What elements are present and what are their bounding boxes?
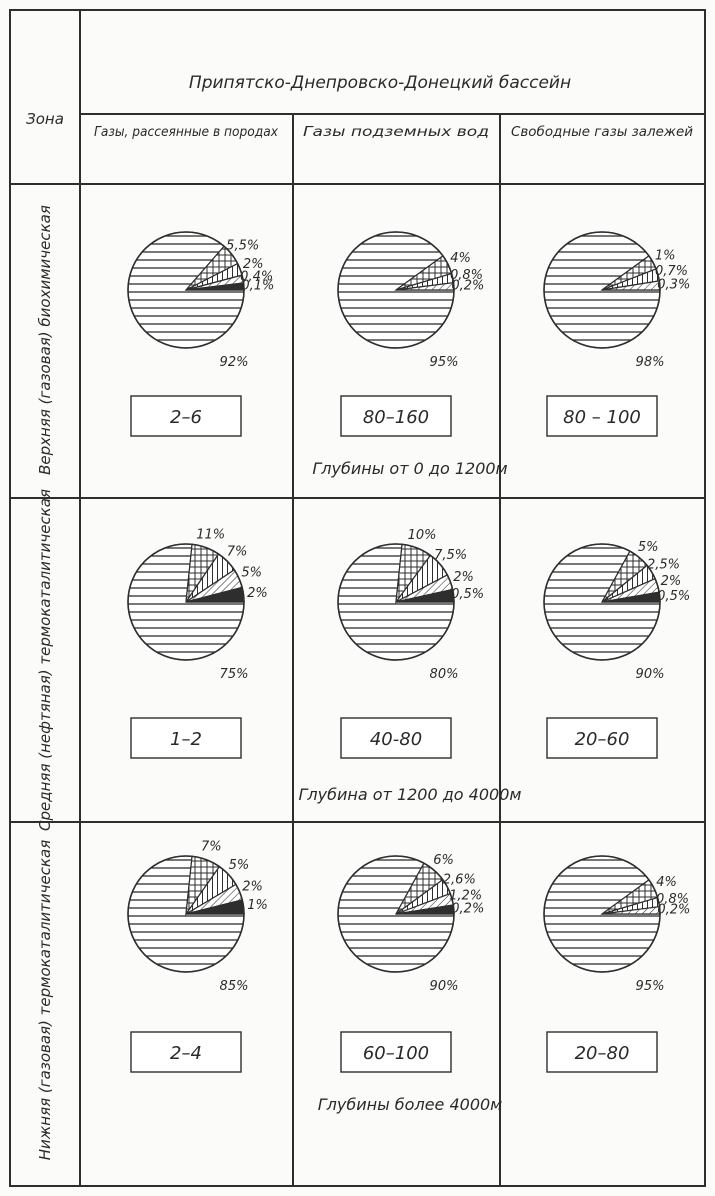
slice-label: 75% [220,667,249,682]
value-box [130,395,242,437]
pie-outline [127,543,245,661]
slice-label: 10% [408,528,437,543]
slice-label: 2% [661,574,682,589]
value-box [340,1031,452,1073]
chart-rows: Верхняя (газовая) биохимическая Глубины о… [36,205,690,1160]
chart-row: Верхняя (газовая) биохимическая Глубины о… [36,205,690,478]
slice-label: 95% [430,355,459,370]
pie-outline [337,855,455,973]
slice-label: 5,5% [226,239,259,254]
pie-outline [337,231,455,349]
slice-label: 7% [227,544,248,559]
depth-label: Глубина от 1200 до 4000м [299,785,522,804]
slice-label: 0,3% [657,277,690,292]
slice-label: 2,6% [443,873,476,888]
pie-outline [127,231,245,349]
pie: 95% 4% 0,8%0,2% [337,231,484,370]
slice-label: 0,8% [450,268,483,283]
value-box-label: 40-80 [370,729,422,750]
pie-outline [337,543,455,661]
pie-outline [127,855,245,973]
slice-label: 2% [242,880,263,895]
slice-label: 92% [220,355,249,370]
slice-label: 0,7% [655,264,688,279]
value-box [546,395,658,437]
slice-label: 2% [243,257,264,272]
slice-label: 85% [220,979,249,994]
slice-label: 0,2% [451,278,484,293]
slice-label: 0,5% [657,589,690,604]
column-header-water: Газы подземных вод [303,125,489,140]
depth-label: Глубины более 4000м [318,1095,503,1114]
chart-row: Средняя (нефтяная) термокаталитическая Гл… [36,489,690,831]
value-box-label: 20–60 [575,729,630,750]
value-box [546,1031,658,1073]
chart-row: Нижняя (газовая) термокаталитическая Глуб… [36,840,690,1161]
slice-label: 90% [636,667,665,682]
zone-header: Зона [26,110,64,128]
pie: 98% 1%0,7%0,3% [543,231,690,370]
slice-label: 11% [196,527,225,542]
pie: 80% 10% 7,5% 2% 0,5% [337,528,484,682]
value-box [130,1031,242,1073]
slice-label: 2,5% [647,558,680,573]
slice-label: 5% [241,566,262,581]
slice-label: 1% [247,898,268,913]
value-box [130,717,242,759]
pie: 90% 5% 2,5%2%0,5% [543,540,690,682]
pie-outline [543,543,661,661]
value-box [340,717,452,759]
slice-label: 0,4% [240,269,273,284]
slice-label: 2% [247,586,268,601]
slice-label: 0,1% [241,279,274,294]
value-box [546,717,658,759]
value-box-label: 80–160 [363,407,429,428]
column-header-rocks: Газы, рассеянные в породах [94,125,278,140]
pie-outline [543,855,661,973]
slice-label: 2% [453,570,474,585]
zone-label: Средняя (нефтяная) термокаталитическая [36,489,54,831]
pie: 85% 7% 5% 2% 1% [127,840,268,994]
slice-label: 7% [201,840,222,855]
value-box-label: 2–6 [170,407,202,428]
slice-label: 90% [430,979,459,994]
slice-label: 0,5% [451,587,484,602]
value-box-label: 1–2 [170,729,202,750]
slice-label: 0,2% [451,901,484,916]
slice-label: 1% [655,249,676,264]
zone-label: Нижняя (газовая) термокаталитическая [36,840,54,1161]
value-box-label: 60–100 [363,1043,429,1064]
slice-label: 4% [656,875,677,890]
slice-label: 0,2% [657,902,690,917]
pie-outline [543,231,661,349]
column-header-deposits: Свободные газы залежей [511,125,693,140]
slice-label: 7,5% [434,548,467,563]
value-box-label: 80 – 100 [563,407,641,428]
pie: 92% 5,5% 2%0,4%0,1% [127,231,274,370]
slice-label: 1,2% [449,889,482,904]
pie: 75% 11%7% 5% 2% [127,527,268,682]
slice-label: 4% [450,251,471,266]
value-box [340,395,452,437]
depth-label: Глубины от 0 до 1200м [312,459,507,478]
value-box-label: 20–80 [575,1043,630,1064]
value-box-label: 2–4 [170,1043,202,1064]
slice-label: 95% [636,979,665,994]
basin-title: Припятско-Днепровско-Донецкий бассейн [189,73,571,93]
slice-label: 80% [430,667,459,682]
pie: 95% 4% 0,8%0,2% [543,855,690,994]
slice-label: 5% [229,858,250,873]
slice-label: 6% [433,853,454,868]
zone-label: Верхняя (газовая) биохимическая [36,205,54,475]
table-grid [9,9,706,1187]
pie: 90% 6% 2,6%1,2%0,2% [337,853,484,994]
slice-label: 0,8% [656,892,689,907]
slice-label: 5% [638,540,659,555]
slice-label: 98% [636,355,665,370]
